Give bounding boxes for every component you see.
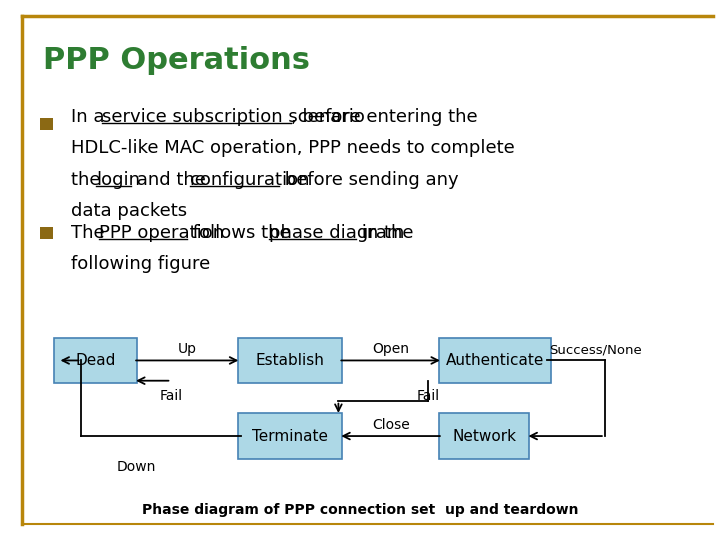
Text: phase diagram: phase diagram <box>269 224 404 242</box>
Text: login: login <box>96 171 140 188</box>
Text: PPP operation: PPP operation <box>99 224 225 242</box>
Text: data packets: data packets <box>71 202 186 220</box>
Text: follows the: follows the <box>187 224 297 242</box>
FancyBboxPatch shape <box>54 338 137 383</box>
Text: Establish: Establish <box>256 353 324 368</box>
Text: In a: In a <box>71 108 110 126</box>
Text: PPP Operations: PPP Operations <box>43 46 310 75</box>
Text: Authenticate: Authenticate <box>446 353 544 368</box>
Text: HDLC-like MAC operation, PPP needs to complete: HDLC-like MAC operation, PPP needs to co… <box>71 139 514 157</box>
Text: Dead: Dead <box>75 353 116 368</box>
Text: Network: Network <box>452 429 516 443</box>
Text: Open: Open <box>372 342 410 356</box>
Text: The: The <box>71 224 110 242</box>
Bar <box>40 227 53 239</box>
Text: Up: Up <box>178 342 197 356</box>
FancyBboxPatch shape <box>439 338 551 383</box>
Text: Success/None: Success/None <box>549 343 642 356</box>
Text: following figure: following figure <box>71 255 210 273</box>
FancyBboxPatch shape <box>238 413 342 459</box>
Text: in the: in the <box>356 224 414 242</box>
Text: service subscription scenario: service subscription scenario <box>102 108 365 126</box>
FancyBboxPatch shape <box>238 338 342 383</box>
Text: Phase diagram of PPP connection set  up and teardown: Phase diagram of PPP connection set up a… <box>142 503 578 517</box>
Text: Fail: Fail <box>417 389 440 403</box>
Text: Terminate: Terminate <box>252 429 328 443</box>
Bar <box>40 118 53 130</box>
Text: configuration: configuration <box>190 171 310 188</box>
Text: the: the <box>71 171 106 188</box>
Text: before sending any: before sending any <box>279 171 458 188</box>
Text: and the: and the <box>131 171 212 188</box>
Text: , before entering the: , before entering the <box>291 108 477 126</box>
Text: Fail: Fail <box>160 389 183 403</box>
Text: Close: Close <box>372 418 410 432</box>
Text: Down: Down <box>117 460 156 474</box>
FancyBboxPatch shape <box>439 413 529 459</box>
